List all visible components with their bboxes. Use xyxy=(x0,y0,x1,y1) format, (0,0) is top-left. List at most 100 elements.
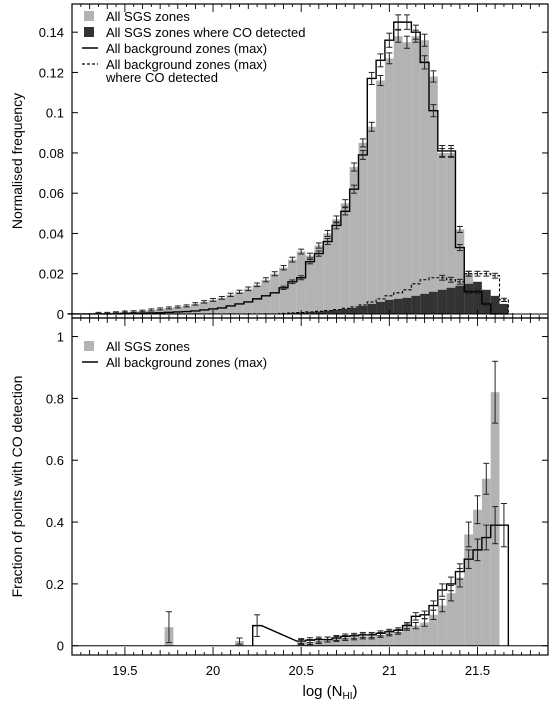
bar-top-light-25 xyxy=(287,259,297,314)
bar-top-light-30 xyxy=(332,219,341,314)
bar-top-light-37 xyxy=(393,36,403,314)
bar-top-light-13 xyxy=(182,305,191,314)
y-tick-label-bottom-0: 0 xyxy=(57,639,64,654)
bar-top-light-12 xyxy=(173,306,183,314)
y-tick-label-top-0: 0 xyxy=(57,307,64,322)
bar-top-light-34 xyxy=(367,126,377,314)
bar-top-dark-40 xyxy=(420,293,429,314)
bar-top-light-38 xyxy=(402,42,412,314)
bar-top-light-28 xyxy=(314,245,324,314)
bar-top-dark-37 xyxy=(393,298,403,314)
legend-swatch-bottom-0 xyxy=(84,341,94,351)
bar-bottom-light-9 xyxy=(358,636,368,646)
bar-top-light-11 xyxy=(164,307,174,314)
bar-top-light-27 xyxy=(305,255,315,314)
bar-top-dark-30 xyxy=(332,309,341,314)
bar-top-light-10 xyxy=(155,308,165,314)
bar-top-light-15 xyxy=(199,301,209,314)
bar-top-dark-45 xyxy=(464,283,474,314)
bar-top-dark-38 xyxy=(402,297,412,314)
y-tick-label-top-3: 0.06 xyxy=(39,186,64,201)
x-tick-label-1: 20 xyxy=(206,663,220,678)
bar-top-light-22 xyxy=(261,279,271,314)
bar-top-dark-49 xyxy=(499,303,509,314)
y-tick-label-top-2: 0.04 xyxy=(39,226,64,241)
bar-top-light-42 xyxy=(437,152,447,314)
bar-top-dark-44 xyxy=(455,285,465,314)
y-tick-label-bottom-5: 1 xyxy=(57,330,64,345)
x-axis-title: log (NHI) xyxy=(302,683,357,702)
bar-top-light-41 xyxy=(429,76,438,314)
x-axis-title-main: log (N xyxy=(302,683,342,700)
x-tick-label-3: 21 xyxy=(382,663,396,678)
bar-bottom-light-17 xyxy=(429,614,438,646)
bar-top-dark-32 xyxy=(349,307,359,314)
legend-label-bottom-1: All background zones (max) xyxy=(106,355,267,370)
x-tick-label-2: 20.5 xyxy=(289,663,314,678)
bar-top-light-36 xyxy=(384,58,394,314)
y-axis-title-bottom: Fraction of points with CO detection xyxy=(9,376,25,598)
bar-top-light-19 xyxy=(235,291,244,314)
bar-top-dark-47 xyxy=(481,289,491,314)
bar-top-dark-33 xyxy=(358,305,368,314)
x-tick-label-0: 19.5 xyxy=(112,663,137,678)
x-tick-label-4: 21.5 xyxy=(465,663,490,678)
bar-top-dark-39 xyxy=(411,295,421,314)
y-tick-label-top-7: 0.14 xyxy=(39,25,64,40)
bar-top-light-40 xyxy=(420,40,429,314)
bar-top-light-24 xyxy=(279,267,288,314)
bar-bottom-light-13 xyxy=(393,631,403,646)
legend-label-bottom-0: All SGS zones xyxy=(106,339,190,354)
bar-top-dark-31 xyxy=(340,308,350,314)
bar-bottom-light-21 xyxy=(464,534,474,646)
y-tick-label-top-6: 0.12 xyxy=(39,65,64,80)
x-axis-title-tail: ) xyxy=(353,683,358,700)
bar-top-light-32 xyxy=(349,167,359,314)
bar-bottom-light-19 xyxy=(446,593,456,646)
y-tick-label-bottom-4: 0.8 xyxy=(46,391,64,406)
bar-top-dark-36 xyxy=(384,299,394,314)
bar-top-light-44 xyxy=(455,229,465,314)
panel-bottom-fraction: 0 0.2 0.4 0.6 0.8 1 Fraction of points with CO… xyxy=(9,317,549,678)
bar-bottom-light-22 xyxy=(473,509,482,646)
bar-top-dark-35 xyxy=(376,301,385,314)
y-tick-label-bottom-1: 0.2 xyxy=(46,577,64,592)
step-line-top-dashed xyxy=(67,273,509,315)
bar-bottom-light-8 xyxy=(349,637,359,646)
bar-top-light-35 xyxy=(376,80,385,314)
bar-top-dark-48 xyxy=(490,295,500,314)
bar-top-light-17 xyxy=(217,297,227,314)
bar-top-light-39 xyxy=(411,36,421,314)
y-tick-label-top-4: 0.08 xyxy=(39,146,64,161)
bar-bottom-light-16 xyxy=(420,622,429,646)
y-tick-label-bottom-3: 0.6 xyxy=(46,453,64,468)
bar-bottom-light-15 xyxy=(411,625,421,646)
bar-top-dark-41 xyxy=(429,291,438,314)
bar-bottom-light-14 xyxy=(402,627,412,646)
bar-bottom-light-5 xyxy=(323,639,333,646)
bar-bottom-light-18 xyxy=(437,605,447,646)
bar-bottom-light-10 xyxy=(367,636,377,646)
legend-label-top-1: All SGS zones where CO detected xyxy=(106,25,305,40)
bar-top-dark-43 xyxy=(446,287,456,314)
x-axis-title-subscript: HI xyxy=(343,691,353,702)
bar-top-light-14 xyxy=(191,303,200,314)
bar-top-light-8 xyxy=(138,310,147,314)
bar-top-light-33 xyxy=(358,142,368,314)
bar-top-light-29 xyxy=(323,233,333,314)
bar-top-light-9 xyxy=(146,309,156,314)
bar-top-dark-42 xyxy=(437,289,447,314)
legend-label-top-4: where CO detected xyxy=(105,70,218,85)
legend-label-top-3: All background zones (max) xyxy=(106,57,267,72)
bar-top-dark-34 xyxy=(367,303,377,314)
legend-label-top-0: All SGS zones xyxy=(106,9,190,24)
bar-bottom-light-20 xyxy=(455,577,465,646)
legend-label-top-2: All background zones (max) xyxy=(106,41,267,56)
bar-bottom-light-12 xyxy=(384,633,394,646)
bar-top-light-31 xyxy=(340,203,350,314)
legend-swatch-top-1 xyxy=(84,27,94,37)
bar-top-dark-29 xyxy=(323,310,333,314)
bar-top-dark-46 xyxy=(473,281,482,314)
